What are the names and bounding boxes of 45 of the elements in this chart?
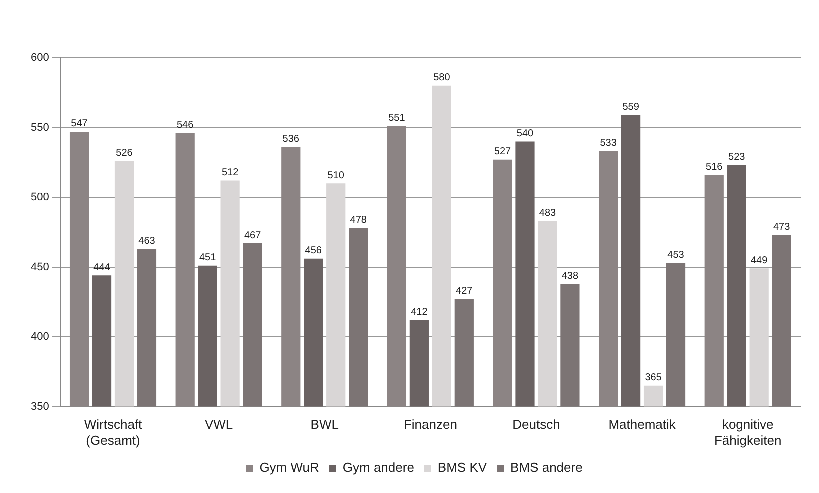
y-tick-label: 550 xyxy=(30,122,50,134)
x-tick-label: Wirtschaft (Gesamt) xyxy=(84,417,143,448)
legend-label: Gym andere xyxy=(342,460,414,476)
data-label: 547 xyxy=(71,118,88,130)
data-label: 456 xyxy=(305,246,322,257)
x-tick-label: Deutsch xyxy=(512,417,560,432)
data-label: 510 xyxy=(328,170,345,182)
data-label: 453 xyxy=(668,250,685,261)
data-label: 365 xyxy=(645,372,662,384)
data-label: 559 xyxy=(622,102,640,113)
data-label: 463 xyxy=(138,236,156,247)
data-label: 444 xyxy=(94,262,111,274)
data-label: 467 xyxy=(244,230,262,242)
data-label: 449 xyxy=(750,255,768,266)
x-tick-label: Finanzen xyxy=(404,417,458,432)
data-label: 483 xyxy=(539,208,557,219)
x-tick-label: kognitive Fähigkeiten xyxy=(714,417,782,448)
data-label: 526 xyxy=(116,148,134,159)
y-tick-label: 400 xyxy=(30,331,50,344)
y-tick-label: 600 xyxy=(30,52,50,64)
y-tick-label: 350 xyxy=(30,400,50,413)
x-tick-label: BWL xyxy=(310,417,339,432)
data-label: 427 xyxy=(456,286,474,298)
data-label: 533 xyxy=(600,138,618,150)
data-label: 512 xyxy=(222,168,240,179)
data-label: 478 xyxy=(350,214,368,226)
y-tick-label: 450 xyxy=(30,261,50,274)
data-label: 412 xyxy=(411,307,428,318)
x-tick-label: VWL xyxy=(204,417,234,432)
legend-label: BMS KV xyxy=(438,460,488,476)
data-label: 473 xyxy=(773,222,791,233)
data-label: 438 xyxy=(562,270,579,282)
data-label: 540 xyxy=(516,128,534,140)
data-label: 580 xyxy=(434,72,451,84)
data-label: 546 xyxy=(176,120,194,132)
data-label: 451 xyxy=(199,252,217,264)
data-label: 523 xyxy=(728,152,746,164)
legend-label: BMS andere xyxy=(510,460,583,476)
x-tick-label: Mathematik xyxy=(608,417,676,432)
data-label: 516 xyxy=(706,162,724,173)
legend-label: Gym WuR xyxy=(260,460,320,476)
data-label: 536 xyxy=(282,134,300,146)
y-tick-label: 500 xyxy=(30,192,50,204)
data-label: 527 xyxy=(494,146,512,158)
data-label: 551 xyxy=(388,113,406,124)
